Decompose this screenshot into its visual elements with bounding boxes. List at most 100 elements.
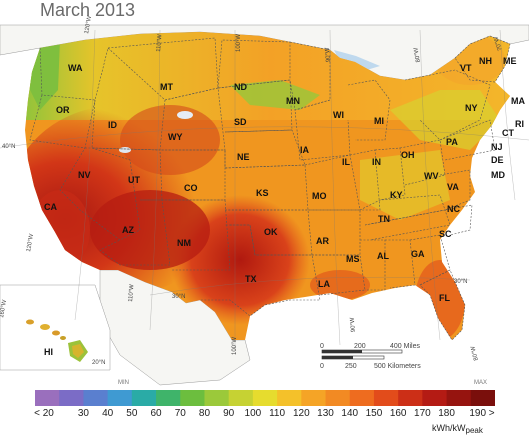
state-label: MO bbox=[312, 191, 327, 201]
state-label: TN bbox=[378, 214, 390, 224]
state-label: MA bbox=[511, 96, 525, 106]
state-label: HI bbox=[44, 347, 53, 357]
legend-swatch bbox=[59, 390, 84, 406]
legend-swatch bbox=[398, 390, 423, 406]
color-legend-bar bbox=[35, 390, 495, 406]
scale-km-tick: 500 Kilometers bbox=[374, 363, 421, 370]
state-label: MT bbox=[160, 82, 173, 92]
state-label: SC bbox=[439, 229, 452, 239]
graticule-label: 90°W bbox=[350, 317, 357, 333]
state-label: ME bbox=[503, 56, 517, 66]
state-label: CT bbox=[502, 128, 514, 138]
state-label: NH bbox=[479, 56, 492, 66]
legend-swatch bbox=[83, 390, 109, 406]
legend-min-label: MIN bbox=[118, 380, 129, 386]
state-label: KS bbox=[256, 188, 269, 198]
legend-swatch bbox=[301, 390, 327, 406]
legend-swatch bbox=[252, 390, 278, 406]
state-label: NE bbox=[237, 152, 250, 162]
state-label: TX bbox=[245, 274, 257, 284]
state-label: IA bbox=[300, 145, 310, 155]
state-label: DE bbox=[491, 155, 504, 165]
legend-tick-label: 80 bbox=[198, 408, 211, 419]
graticule-label: 70°W bbox=[493, 35, 504, 51]
legend-swatch bbox=[446, 390, 472, 406]
legend-tick-label: 50 bbox=[126, 408, 138, 419]
legend-swatch bbox=[131, 390, 157, 406]
graticule-label: 110°W bbox=[128, 284, 136, 302]
scale-bar: 0 200 400 Miles 0 250 500 Kilometers bbox=[320, 343, 421, 370]
graticule-label: 100°W bbox=[232, 337, 238, 355]
solar-resource-map: 120°W 110°W 100°W 90°W 80°W 70°W 40°N 30… bbox=[0, 15, 529, 386]
state-label: FL bbox=[439, 293, 450, 303]
graticule-label: 120°W bbox=[26, 233, 35, 252]
legend-tick-label: < 20 bbox=[34, 408, 54, 419]
legend-tick-label: 40 bbox=[102, 408, 114, 419]
legend-tick-label: 100 bbox=[244, 408, 262, 419]
legend-tick-label: 160 bbox=[389, 408, 407, 419]
graticule-label: 90°W bbox=[325, 47, 332, 63]
state-label: OR bbox=[56, 105, 70, 115]
state-label: NY bbox=[465, 103, 478, 113]
legend-swatch bbox=[470, 390, 495, 406]
state-label: OH bbox=[401, 150, 415, 160]
legend-tick-label: 110 bbox=[269, 408, 286, 419]
state-label: VA bbox=[447, 182, 459, 192]
legend-swatch bbox=[228, 390, 254, 406]
legend-swatch bbox=[277, 390, 302, 406]
scale-miles-tick: 400 Miles bbox=[390, 343, 420, 350]
state-label: CO bbox=[184, 183, 198, 193]
legend-tick-label: 180 bbox=[438, 408, 455, 419]
legend-tick-label: 120 bbox=[292, 408, 310, 419]
state-label: UT bbox=[128, 175, 140, 185]
legend-tick-label: 60 bbox=[150, 408, 162, 419]
state-label: WI bbox=[333, 110, 344, 120]
legend-swatch bbox=[204, 390, 230, 406]
state-label: PA bbox=[446, 137, 458, 147]
graticule-label: 110°W bbox=[156, 34, 164, 52]
scale-miles-tick: 200 bbox=[354, 343, 366, 350]
state-label: WA bbox=[68, 63, 83, 73]
state-label: NM bbox=[177, 238, 191, 248]
state-label: SD bbox=[234, 117, 247, 127]
state-label: IL bbox=[342, 157, 351, 167]
legend-tick-label: 190 > bbox=[469, 408, 495, 419]
legend-tick-label: 140 bbox=[341, 408, 359, 419]
legend-tick-label: 70 bbox=[174, 408, 186, 419]
state-label: WY bbox=[168, 132, 183, 142]
legend-swatch bbox=[373, 390, 399, 406]
state-label: LA bbox=[318, 279, 330, 289]
state-label: MN bbox=[286, 96, 300, 106]
legend-swatch bbox=[349, 390, 375, 406]
scale-km-tick: 0 bbox=[320, 363, 324, 370]
legend-ticks: < 20 30 40 50 60 70 80 90 100 110 120 130 140 150 160 1… bbox=[30, 408, 500, 420]
legend-swatch bbox=[35, 390, 60, 406]
legend-swatch bbox=[180, 390, 205, 406]
graticule-label: 20°N bbox=[92, 360, 105, 366]
legend-tick-label: 150 bbox=[365, 408, 383, 419]
state-label: CA bbox=[44, 202, 57, 212]
graticule-label: 120°W bbox=[84, 15, 93, 34]
graticule-label: 40°N bbox=[2, 144, 15, 150]
state-label: AR bbox=[316, 236, 329, 246]
state-label: IN bbox=[372, 157, 381, 167]
state-label: MS bbox=[346, 254, 360, 264]
graticule-label: 30°N bbox=[172, 294, 185, 300]
graticule-label: 80°W bbox=[413, 47, 422, 63]
legend-tick-label: 130 bbox=[317, 408, 334, 419]
state-label: ID bbox=[108, 120, 118, 130]
state-label: GA bbox=[411, 249, 425, 259]
legend-swatch bbox=[325, 390, 351, 406]
state-label: NJ bbox=[491, 142, 503, 152]
legend-swatch bbox=[422, 390, 448, 406]
state-label: OK bbox=[264, 227, 278, 237]
state-label: KY bbox=[390, 190, 403, 200]
state-label: AL bbox=[377, 251, 389, 261]
state-label: NC bbox=[447, 204, 460, 214]
scale-km-tick: 250 bbox=[345, 363, 357, 370]
state-label: MD bbox=[491, 170, 505, 180]
state-label: NV bbox=[78, 170, 91, 180]
state-labels: WA OR ID MT WY ND SD NE MN WI MI IA IL I… bbox=[44, 56, 525, 357]
legend-unit: kWh/kWpeak bbox=[432, 423, 483, 435]
state-label: AZ bbox=[122, 225, 134, 235]
